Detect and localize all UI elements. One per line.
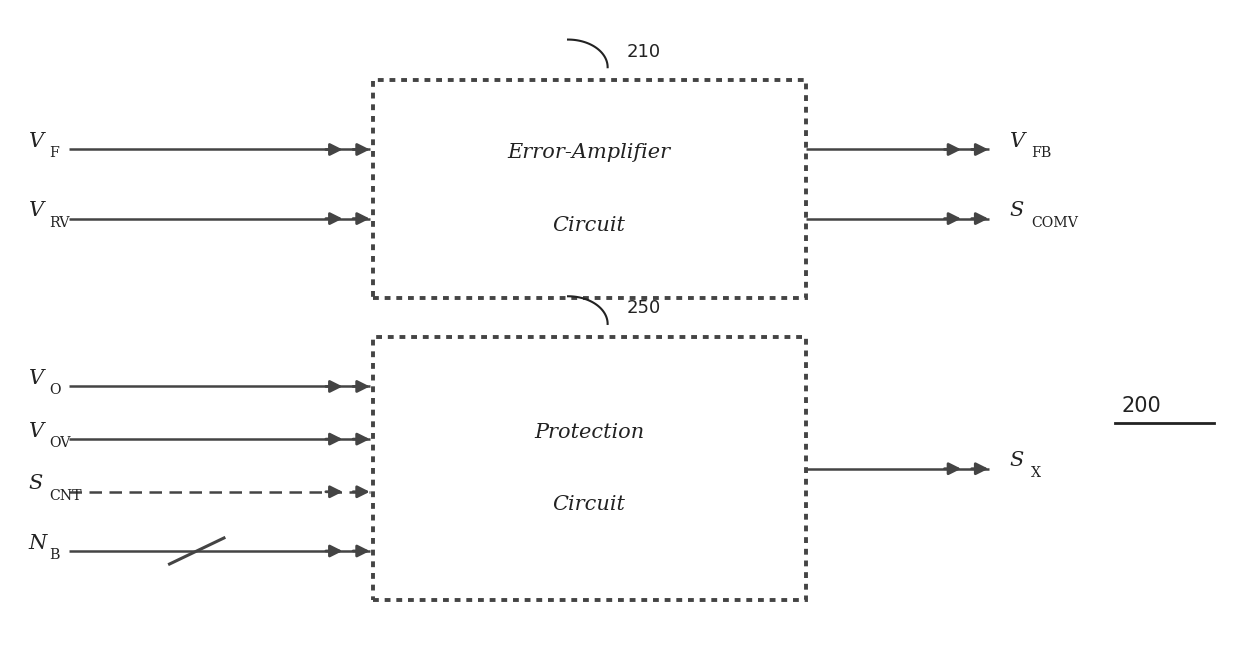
Text: S: S: [1009, 451, 1024, 471]
Text: Circuit: Circuit: [553, 215, 625, 235]
Text: CNT: CNT: [50, 488, 82, 503]
Bar: [372, 337, 806, 600]
Text: V: V: [29, 422, 43, 441]
Bar: [372, 81, 806, 297]
Text: N: N: [29, 533, 47, 553]
Text: FB: FB: [1030, 147, 1052, 161]
Text: 250: 250: [626, 299, 661, 317]
Text: S: S: [29, 475, 43, 493]
Text: RV: RV: [50, 215, 71, 229]
Text: 210: 210: [626, 42, 661, 61]
Text: OV: OV: [50, 436, 71, 450]
Text: Error-Amplifier: Error-Amplifier: [507, 143, 671, 163]
Text: V: V: [29, 201, 43, 220]
Text: 200: 200: [1121, 396, 1161, 416]
Text: F: F: [50, 147, 60, 161]
Text: B: B: [50, 548, 61, 562]
Text: Circuit: Circuit: [553, 496, 625, 514]
Text: S: S: [1009, 201, 1024, 220]
Text: V: V: [1009, 132, 1024, 151]
Text: O: O: [50, 383, 61, 397]
Text: V: V: [29, 369, 43, 388]
Text: V: V: [29, 132, 43, 151]
Text: Protection: Protection: [534, 423, 645, 442]
Text: X: X: [1030, 466, 1040, 480]
Text: COMV: COMV: [1030, 215, 1078, 229]
